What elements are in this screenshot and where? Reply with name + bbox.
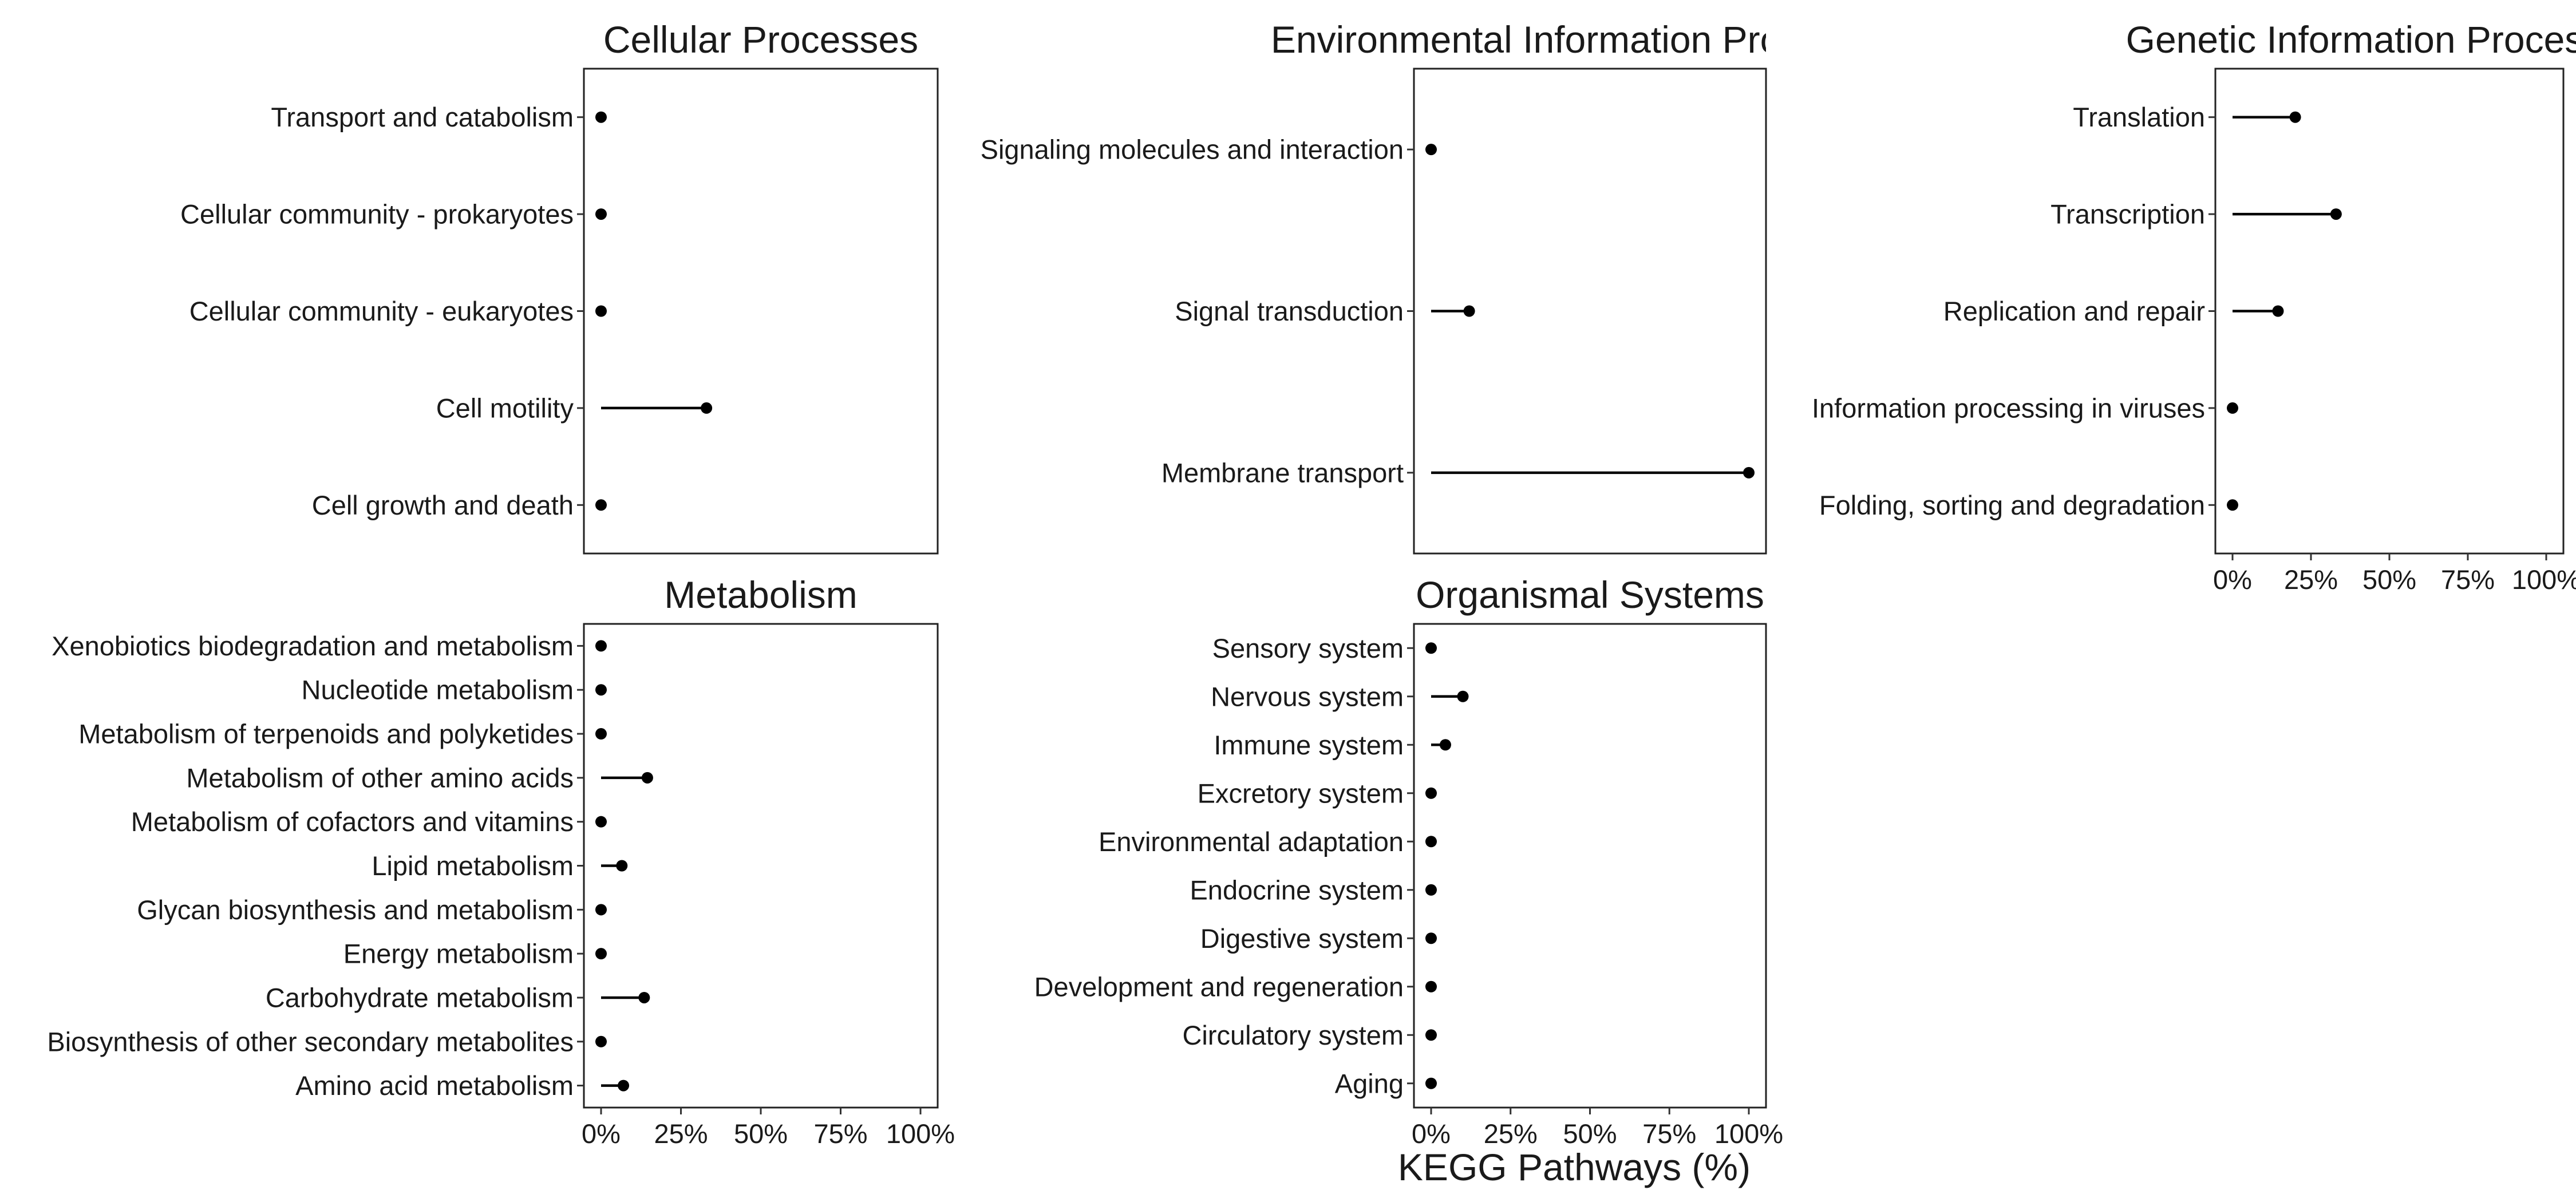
category-label: Circulatory system [1182,1020,1404,1050]
lollipop-point [2272,305,2284,317]
lollipop-point [595,904,607,916]
lollipop-point [1425,836,1437,848]
panel-title: Organismal Systems [1416,574,1764,616]
x-tick-label: 50% [2362,564,2416,595]
lollipop-point [1425,642,1437,654]
category-label: Signal transduction [1175,296,1404,326]
lollipop-point [638,991,650,1003]
category-label: Cell motility [436,393,574,423]
category-label: Energy metabolism [343,939,574,969]
category-label: Immune system [1214,730,1404,760]
lollipop-point [1457,690,1469,702]
panel-environmental-information-processing: Environmental Information Processing Sign… [981,18,1909,555]
panel-title: Metabolism [664,574,857,616]
category-label: Cellular community - eukaryotes [189,296,574,326]
category-label: Membrane transport [1161,457,1404,488]
category-label: Sensory system [1212,633,1404,663]
x-tick-label: 100% [1714,1118,1783,1149]
lollipop-point [1439,739,1451,751]
panel-title: Environmental Information Processing [1271,18,1909,61]
panel-genetic-information-processing: Genetic Information Processing Translatio… [1812,18,2576,595]
category-label: Digestive system [1200,923,1404,954]
category-label: Xenobiotics biodegradation and metabolis… [52,631,574,661]
category-label: Transport and catabolism [271,102,574,132]
category-label: Replication and repair [1943,296,2205,326]
category-label: Endocrine system [1190,875,1404,905]
x-tick-label: 25% [654,1118,708,1149]
category-label: Environmental adaptation [1099,827,1404,857]
x-tick-label: 0% [2213,564,2252,595]
x-tick-label: 75% [2441,564,2495,595]
lollipop-point [1425,980,1437,993]
lollipop-point [1425,1029,1437,1041]
category-label: Metabolism of cofactors and vitamins [131,806,574,837]
lollipop-point [1425,932,1437,944]
lollipop-point [595,948,607,960]
x-tick-label: 75% [813,1118,867,1149]
lollipop-point [595,640,607,652]
lollipop-point [1743,466,1755,479]
panel-title: Cellular Processes [603,18,918,61]
category-label: Translation [2073,102,2205,132]
lollipop-point [641,772,653,784]
category-label: Development and regeneration [1034,971,1404,1002]
lollipop-point [595,728,607,740]
category-label: Biosynthesis of other secondary metaboli… [47,1026,574,1057]
category-label: Cell growth and death [312,490,574,520]
x-tick-label: 50% [1563,1118,1617,1149]
x-tick-label: 75% [1642,1118,1696,1149]
lollipop-point [2227,402,2238,414]
category-label: Cellular community - prokaryotes [180,199,574,230]
lollipop-point [701,402,713,414]
category-label: Folding, sorting and degradation [1819,490,2205,520]
category-label: Metabolism of other amino acids [186,762,574,793]
category-label: Aging [1335,1068,1404,1098]
x-axis-title: KEGG Pathways (%) [1398,1146,1751,1188]
panel-frame [583,68,939,555]
lollipop-point [595,499,607,511]
category-label: Metabolism of terpenoids and polyketides [78,719,574,749]
category-label: Nucleotide metabolism [302,675,574,705]
x-tick-label: 100% [886,1118,955,1149]
category-label: Excretory system [1198,778,1404,808]
lollipop-point [1425,787,1437,799]
x-tick-label: 0% [1412,1118,1451,1149]
lollipop-point [595,1035,607,1047]
category-label: Amino acid metabolism [295,1070,574,1101]
x-tick-label: 100% [2512,564,2576,595]
x-tick-label: 0% [582,1118,621,1149]
category-label: Signaling molecules and interaction [981,135,1404,165]
panel-frame [583,623,939,1109]
panel-metabolism: Metabolism Xenobiotics biodegradation and… [47,574,955,1149]
panel-cellular-processes: Cellular Processes Transport and cataboli… [180,18,939,555]
x-tick-label: 50% [734,1118,788,1149]
lollipop-point [1425,144,1437,156]
category-label: Transcription [2050,199,2205,230]
x-tick-label: 25% [1484,1118,1538,1149]
lollipop-point [595,816,607,828]
lollipop-point [2227,499,2238,511]
lollipop-point [2289,111,2301,123]
lollipop-point [1425,884,1437,896]
lollipop-point [616,860,628,872]
lollipop-point [1463,305,1475,317]
category-label: Information processing in viruses [1812,393,2205,423]
lollipop-point [595,208,607,220]
lollipop-point [1425,1077,1437,1089]
lollipop-point [595,111,607,123]
lollipop-point [595,684,607,696]
panel-organismal-systems: Organismal Systems Sensory system Nervous … [1034,574,1784,1149]
lollipop-point [618,1080,630,1092]
lollipop-point [595,305,607,317]
lollipop-point [2330,208,2342,220]
category-label: Nervous system [1211,681,1404,711]
x-tick-label: 25% [2284,564,2338,595]
category-label: Glycan biosynthesis and metabolism [137,895,574,925]
category-label: Lipid metabolism [372,851,574,881]
category-label: Carbohydrate metabolism [266,982,574,1013]
panel-title: Genetic Information Processing [2126,18,2576,61]
